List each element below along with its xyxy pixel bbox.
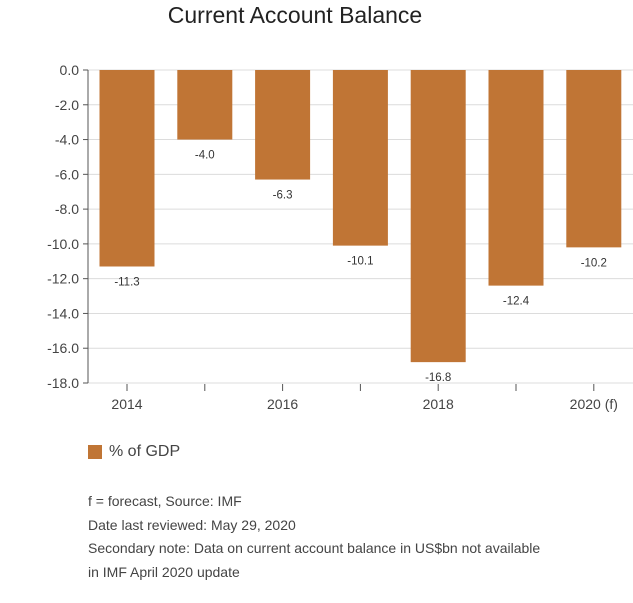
legend: % of GDP [88,443,180,461]
footnote-secondary-cont: in IMF April 2020 update [88,563,240,580]
y-tick-label: 0.0 [60,62,80,78]
legend-swatch [88,445,102,459]
bar [488,70,544,286]
bars [99,70,622,363]
data-label: -6.3 [273,190,293,202]
bar-chart: 0.0 -2.0 -4.0 -6.0 -8.0 -10.0 -12.0 -14.0 -16.0 -… [47,62,633,412]
bar [566,70,622,248]
y-tick-label: -16.0 [47,340,79,356]
data-label: -12.4 [503,296,530,308]
footnote-date: Date last reviewed: May 29, 2020 [88,516,296,533]
data-label: -10.1 [347,256,373,268]
x-tick-label: 2020 (f) [570,396,618,412]
y-tick-label: -6.0 [55,166,79,182]
y-tick-label: -4.0 [55,132,79,148]
y-tick-label: -14.0 [47,305,79,321]
y-axis: 0.0 -2.0 -4.0 -6.0 -8.0 -10.0 -12.0 -14.0 -16.0 -… [47,62,89,391]
footnotes: f = forecast, Source: IMF Date last revi… [88,490,540,584]
legend-label: % of GDP [109,443,181,460]
data-label: -16.8 [425,372,451,384]
footnote-secondary: Secondary note: Data on current account … [88,540,541,556]
x-axis: 2014 2016 2018 2020 (f) [111,384,618,412]
bar [332,70,388,246]
x-tick-label: 2014 [111,396,142,412]
data-labels: -11.3 -4.0 -6.3 -10.1 -16.8 -12.4 -10.2 [114,150,607,385]
chart-title: Current Account Balance [167,2,423,28]
bar [99,70,155,267]
y-tick-label: -12.0 [47,271,79,287]
footnote-source: f = forecast, Source: IMF [88,493,242,509]
bar [177,70,233,140]
x-tick-label: 2018 [423,396,454,412]
bar [255,70,311,180]
y-tick-label: -2.0 [55,97,79,113]
data-label: -10.2 [581,257,607,269]
y-tick-label: -18.0 [47,375,79,391]
bar [410,70,466,363]
data-label: -4.0 [195,150,215,162]
data-label: -11.3 [114,276,139,288]
x-tick-label: 2016 [267,396,298,412]
y-tick-label: -8.0 [55,201,79,217]
y-tick-label: -10.0 [47,236,79,252]
